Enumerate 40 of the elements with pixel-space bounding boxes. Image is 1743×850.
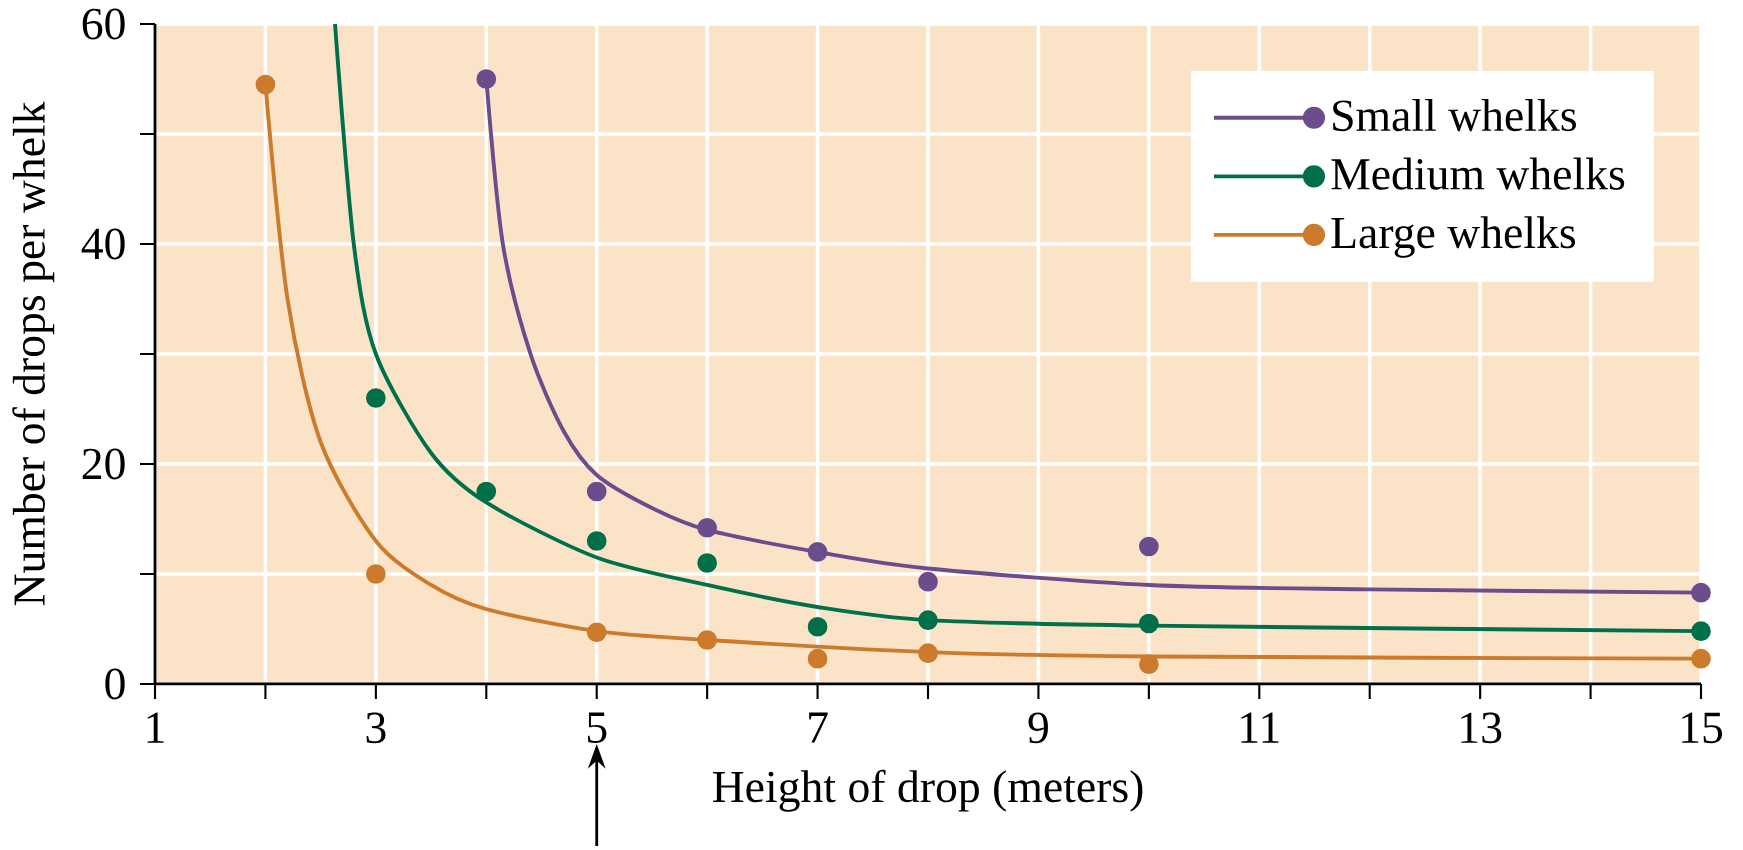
point xyxy=(697,553,717,573)
point xyxy=(697,517,717,538)
x-tick-label: 13 xyxy=(1461,712,1502,744)
point xyxy=(1691,648,1711,669)
x-tick-label: 7 xyxy=(809,712,828,743)
point xyxy=(918,571,938,592)
point xyxy=(586,531,607,551)
point xyxy=(807,616,828,637)
point xyxy=(255,74,276,95)
x-tick-label: 5 xyxy=(587,712,607,743)
point xyxy=(1139,536,1159,557)
y-axis-title: Number of drops per whelk xyxy=(12,101,55,606)
point xyxy=(1691,582,1711,603)
point xyxy=(1139,613,1159,634)
point xyxy=(1691,621,1711,642)
point xyxy=(1139,654,1159,675)
x-tick-label: 1 xyxy=(147,712,164,743)
y-tick-label: 40 xyxy=(81,228,125,260)
y-tick-label: 0 xyxy=(105,668,125,700)
point xyxy=(918,610,938,631)
x-tick-label: 3 xyxy=(366,712,386,744)
point xyxy=(366,388,386,408)
y-tick-label: 60 xyxy=(82,8,125,40)
point xyxy=(807,648,828,669)
x-tick-label: 9 xyxy=(1028,712,1048,744)
point xyxy=(586,622,607,643)
legend-label: Large whelks xyxy=(1331,216,1576,258)
point xyxy=(476,481,497,502)
x-axis-title: Height of drop (meters) xyxy=(713,769,1143,812)
point xyxy=(697,630,717,650)
x-tick-label: 11 xyxy=(1241,712,1279,743)
point xyxy=(918,643,938,664)
y-tick-label: 20 xyxy=(82,448,125,480)
legend-label: Medium whelks xyxy=(1331,157,1625,190)
point xyxy=(586,481,607,502)
point xyxy=(807,542,828,562)
point xyxy=(476,69,497,89)
x-tick-label: 15 xyxy=(1682,712,1723,744)
legend-label: Small whelks xyxy=(1333,99,1576,132)
point xyxy=(366,564,386,584)
